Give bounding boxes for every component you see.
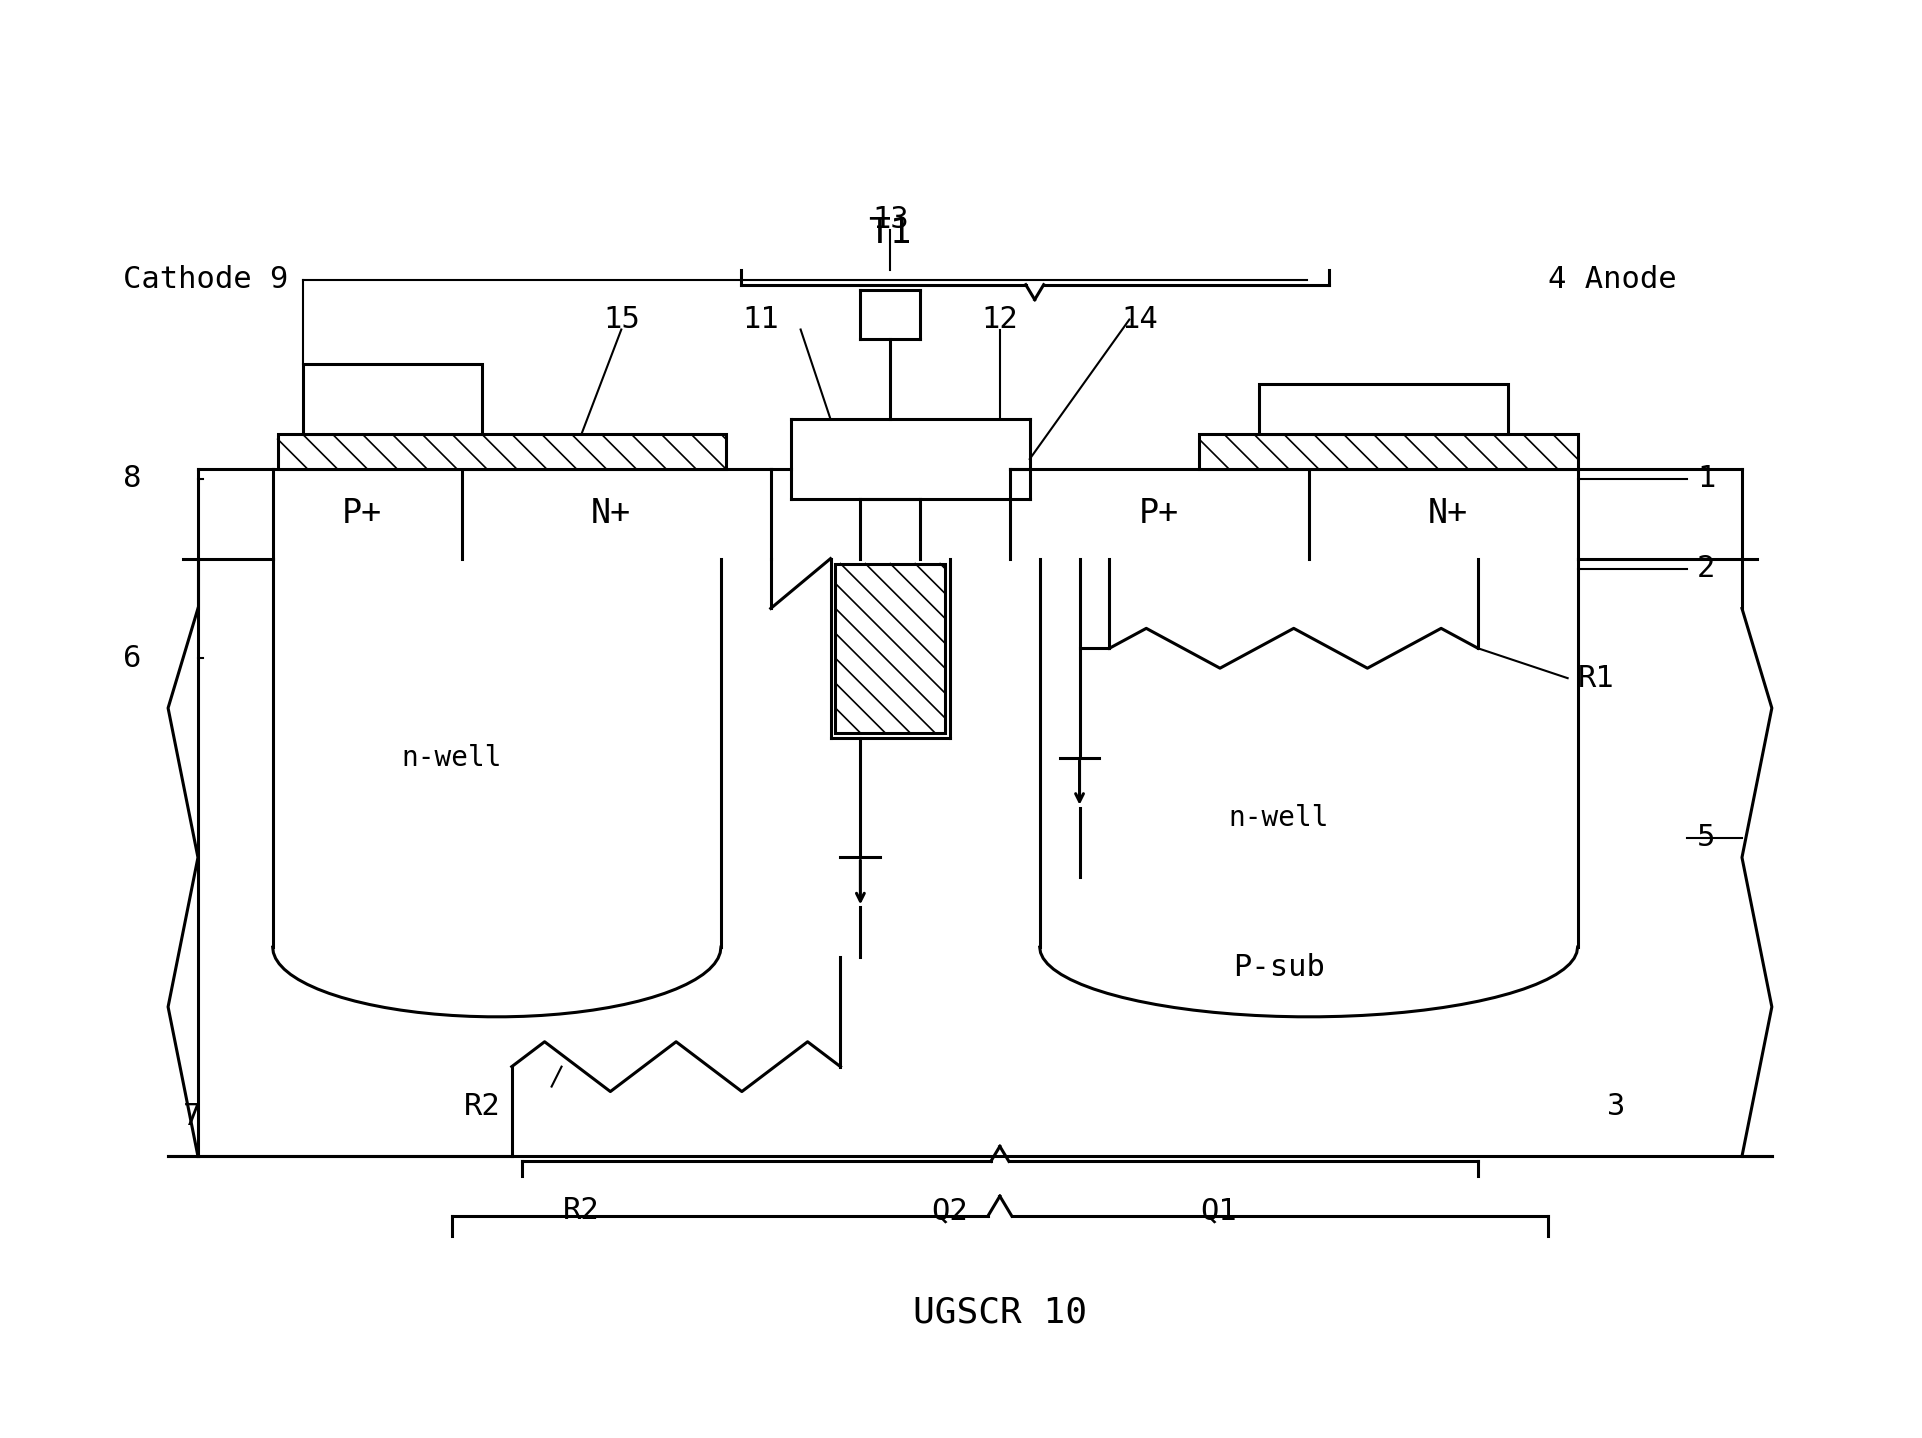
Text: 15: 15 [604,305,640,334]
Text: N+: N+ [592,498,632,531]
Text: 12: 12 [982,305,1019,334]
Text: N+: N+ [1428,498,1468,531]
Text: Q2: Q2 [932,1196,969,1225]
Text: P+: P+ [342,498,382,531]
Text: 2: 2 [1697,554,1716,582]
Bar [1259,384,1509,434]
Text: R2: R2 [563,1196,600,1225]
Text: 11: 11 [742,305,778,334]
Text: Q1: Q1 [1201,1196,1238,1225]
Text: 13: 13 [873,206,909,234]
Text: 6: 6 [123,644,142,673]
Text: 4 Anode: 4 Anode [1547,265,1676,295]
Text: 3: 3 [1607,1091,1626,1122]
Text: 5: 5 [1697,823,1716,853]
Text: UGSCR 10: UGSCR 10 [913,1296,1086,1330]
Text: 14: 14 [1121,305,1157,334]
Text: 8: 8 [123,464,142,493]
Text: T1: T1 [869,216,913,250]
Text: Cathode 9: Cathode 9 [123,265,288,295]
Bar [836,564,946,733]
Text: R1: R1 [1578,664,1614,693]
Text: P-sub: P-sub [1232,952,1324,982]
Text: P+: P+ [1140,498,1180,531]
Text: 1: 1 [1697,464,1716,493]
Text: n-well: n-well [1228,804,1328,831]
Text: n-well: n-well [402,743,502,772]
Bar [277,434,727,469]
Bar [1199,434,1578,469]
Text: R2: R2 [463,1091,500,1122]
Text: 7: 7 [183,1102,202,1130]
Bar [302,364,482,434]
